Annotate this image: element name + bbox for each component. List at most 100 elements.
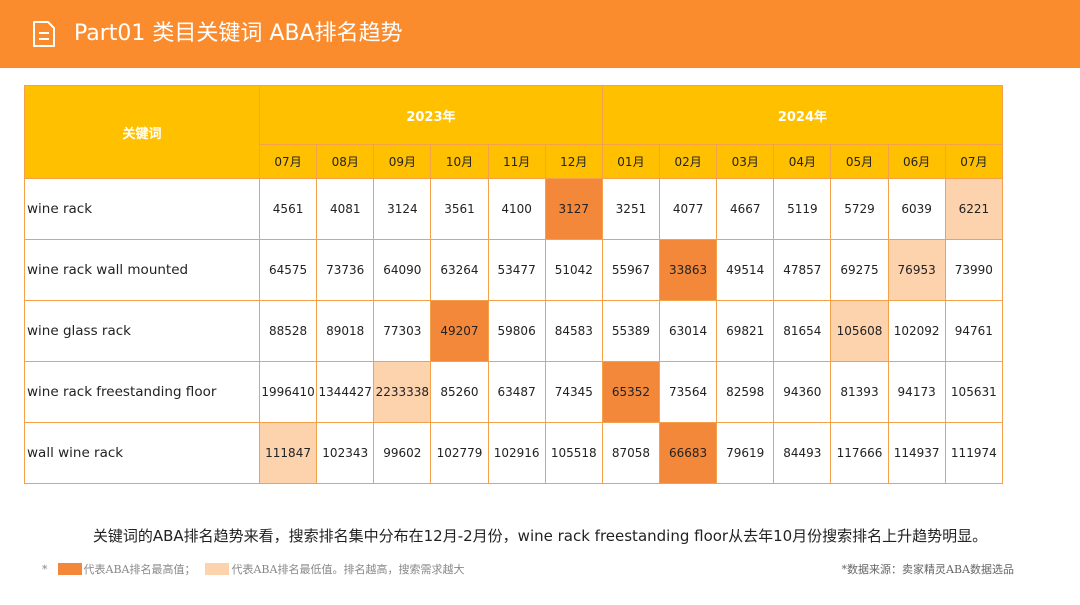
rank-cell: 89018	[316, 300, 375, 362]
rank-cell: 63487	[487, 361, 546, 423]
document-icon	[33, 21, 55, 47]
rank-cell: 6221	[944, 178, 1003, 240]
rank-cell: 94173	[887, 361, 946, 423]
rank-cell: 87058	[601, 422, 661, 484]
rank-cell: 84493	[773, 422, 832, 484]
rank-cell: 69821	[716, 300, 775, 362]
legend-asterisk: *	[42, 562, 48, 576]
rank-cell: 102343	[316, 422, 375, 484]
rank-cell: 55389	[601, 300, 661, 362]
rank-cell: 4561	[258, 178, 318, 240]
table-body: wine rack 4561 4081 3124 3561 4100 3127 3251 407…	[24, 178, 1003, 484]
rank-cell: 6039	[887, 178, 946, 240]
rank-cell: 1344427	[316, 361, 375, 423]
year-header-2023: 2023年	[259, 85, 603, 145]
keyword-cell: wine rack freestanding floor	[24, 361, 260, 423]
month-header: 07月	[258, 144, 318, 179]
month-header: 09月	[373, 144, 432, 179]
rank-cell: 4081	[316, 178, 375, 240]
rank-cell: 3124	[373, 178, 432, 240]
rank-cell: 76953	[887, 239, 946, 301]
rank-cell: 84583	[544, 300, 603, 362]
rank-cell: 3251	[601, 178, 661, 240]
month-header: 04月	[773, 144, 832, 179]
rank-cell: 5729	[830, 178, 889, 240]
table-row: wine rack 4561 4081 3124 3561 4100 3127 3251 407…	[24, 178, 1003, 240]
rank-cell: 49514	[716, 239, 775, 301]
rank-cell: 59806	[487, 300, 546, 362]
data-source-note: *数据来源：卖家精灵ABA数据选品	[841, 563, 1014, 576]
year-header-row: 关键词 2023年 2024年	[24, 85, 1003, 179]
rank-cell: 88528	[258, 300, 318, 362]
month-header: 07月	[944, 144, 1003, 179]
legend-lowest-label: 代表ABA排名最低值。排名越高，搜索需求越大	[231, 563, 465, 576]
keyword-column-header: 关键词	[24, 85, 260, 179]
rank-cell: 102092	[887, 300, 946, 362]
month-header: 02月	[659, 144, 718, 179]
month-header-row: 07月 08月 09月 10月 11月 12月 01月 02月 03月 04月 05月 06月 07月	[25, 144, 1003, 179]
table-row: wine rack freestanding floor 1996410 13444…	[24, 361, 1003, 423]
rank-cell: 63264	[430, 239, 489, 301]
rank-cell: 4077	[659, 178, 718, 240]
rank-cell: 33863	[659, 239, 718, 301]
rank-cell: 105518	[544, 422, 603, 484]
legend-highest-swatch	[57, 563, 82, 575]
rank-cell: 66683	[659, 422, 718, 484]
rank-cell: 111847	[258, 422, 318, 484]
month-header: 05月	[830, 144, 889, 179]
rank-cell: 4667	[716, 178, 775, 240]
legend-lowest-swatch	[205, 563, 230, 575]
keyword-cell: wine rack wall mounted	[24, 239, 260, 301]
rank-cell: 111974	[944, 422, 1003, 484]
rank-cell: 94761	[944, 300, 1003, 362]
rank-cell: 73736	[316, 239, 375, 301]
year-header-2024: 2024年	[601, 85, 1003, 145]
rank-cell: 64090	[373, 239, 432, 301]
rank-cell: 94360	[773, 361, 832, 423]
rank-cell: 99602	[373, 422, 432, 484]
month-header: 06月	[887, 144, 946, 179]
rank-cell: 117666	[830, 422, 889, 484]
rank-cell: 81654	[773, 300, 832, 362]
rank-cell: 102916	[487, 422, 546, 484]
table-row: wall wine rack 111847 102343 99602 102779 102…	[24, 422, 1003, 484]
rank-cell: 69275	[830, 239, 889, 301]
aba-rank-table: 关键词 2023年 2024年 07月 08月 09月 10月 11月 12月 01月 02月…	[24, 85, 1003, 484]
rank-cell: 74345	[544, 361, 603, 423]
month-header: 11月	[487, 144, 546, 179]
month-header: 08月	[316, 144, 375, 179]
rank-cell: 85260	[430, 361, 489, 423]
rank-cell: 105631	[944, 361, 1003, 423]
page-title: Part01 类目关键词 ABA排名趋势	[74, 21, 403, 46]
rank-cell: 47857	[773, 239, 832, 301]
keyword-cell: wall wine rack	[24, 422, 260, 484]
rank-cell: 73990	[944, 239, 1003, 301]
rank-cell: 81393	[830, 361, 889, 423]
rank-cell: 64575	[258, 239, 318, 301]
rank-cell: 63014	[659, 300, 718, 362]
rank-cell: 77303	[373, 300, 432, 362]
legend-highest-label: 代表ABA排名最高值；	[83, 563, 196, 576]
keyword-cell: wine rack	[24, 178, 260, 240]
month-header: 01月	[601, 144, 661, 179]
month-header: 10月	[430, 144, 489, 179]
rank-cell: 5119	[773, 178, 832, 240]
rank-cell: 4100	[487, 178, 546, 240]
summary-text: 关键词的ABA排名趋势来看，搜索排名集中分布在12月-2月份，wine rack…	[92, 527, 988, 545]
rank-cell: 65352	[601, 361, 661, 423]
rank-cell: 53477	[487, 239, 546, 301]
rank-cell: 49207	[430, 300, 489, 362]
rank-cell: 2233338	[373, 361, 432, 423]
month-header: 03月	[716, 144, 775, 179]
rank-cell: 3561	[430, 178, 489, 240]
rank-cell: 73564	[659, 361, 718, 423]
rank-cell: 55967	[601, 239, 661, 301]
rank-cell: 3127	[544, 178, 603, 240]
table-row: wine glass rack 88528 89018 77303 49207 59806…	[24, 300, 1003, 362]
page-header: Part01 类目关键词 ABA排名趋势	[0, 0, 1080, 68]
rank-cell: 79619	[716, 422, 775, 484]
keyword-cell: wine glass rack	[24, 300, 260, 362]
rank-cell: 82598	[716, 361, 775, 423]
rank-cell: 51042	[544, 239, 603, 301]
rank-cell: 102779	[430, 422, 489, 484]
